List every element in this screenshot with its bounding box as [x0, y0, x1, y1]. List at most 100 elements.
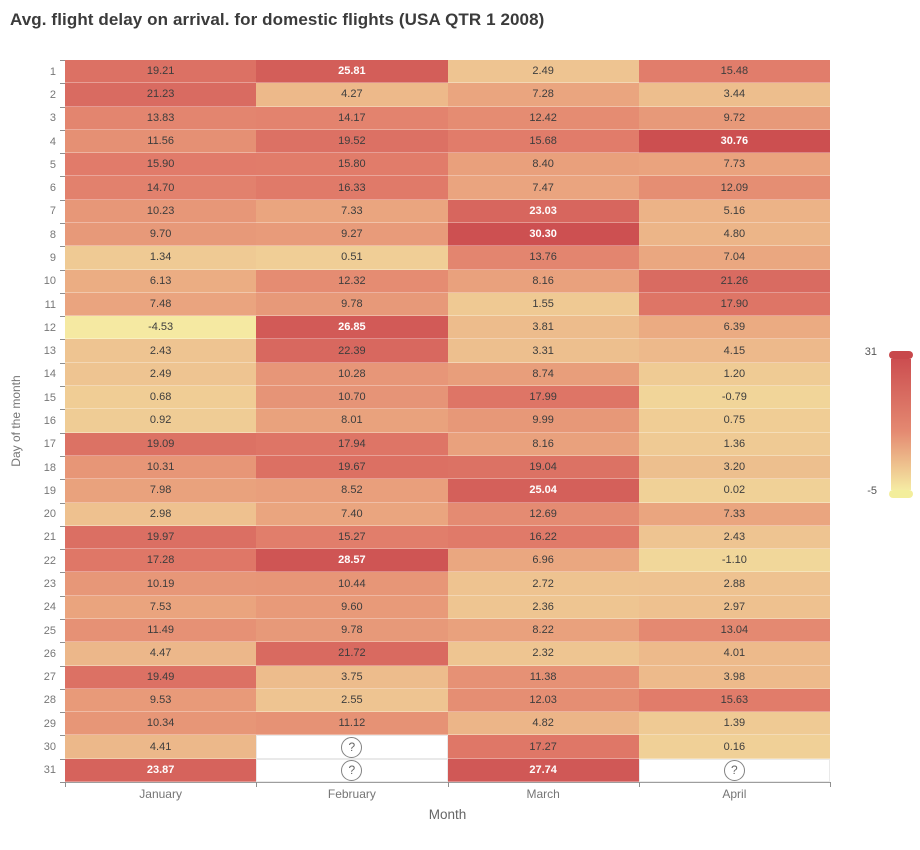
heatmap-cell-april-30[interactable]: 0.16 [638, 735, 830, 759]
heatmap-cell-january-15[interactable]: 0.68 [65, 386, 257, 410]
heatmap-cell-january-10[interactable]: 6.13 [65, 269, 257, 293]
heatmap-cell-april-14[interactable]: 1.20 [638, 362, 830, 387]
heatmap-cell-january-21[interactable]: 19.97 [65, 525, 257, 550]
heatmap-cell-february-9[interactable]: 0.51 [256, 246, 448, 270]
heatmap-cell-february-31[interactable]: ? [256, 758, 448, 782]
heatmap-cell-february-21[interactable]: 15.27 [256, 525, 448, 550]
heatmap-cell-february-12[interactable]: 26.85 [256, 316, 448, 340]
heatmap-cell-february-26[interactable]: 21.72 [256, 642, 448, 666]
heatmap-cell-april-31[interactable]: ? [638, 758, 830, 782]
heatmap-cell-april-23[interactable]: 2.88 [638, 572, 830, 596]
heatmap-cell-april-26[interactable]: 4.01 [638, 642, 830, 666]
heatmap-cell-january-11[interactable]: 7.48 [65, 292, 257, 317]
heatmap-cell-january-17[interactable]: 19.09 [65, 432, 257, 456]
heatmap-cell-march-15[interactable]: 17.99 [447, 386, 639, 410]
heatmap-cell-february-27[interactable]: 3.75 [256, 665, 448, 689]
heatmap-cell-february-3[interactable]: 14.17 [256, 106, 448, 130]
heatmap-cell-january-28[interactable]: 9.53 [65, 688, 257, 713]
heatmap-cell-february-18[interactable]: 19.67 [256, 455, 448, 480]
heatmap-cell-january-31[interactable]: 23.87 [65, 758, 257, 782]
heatmap-cell-april-2[interactable]: 3.44 [638, 83, 830, 107]
heatmap-cell-march-17[interactable]: 8.16 [447, 432, 639, 456]
heatmap-cell-march-2[interactable]: 7.28 [447, 83, 639, 107]
heatmap-cell-january-18[interactable]: 10.31 [65, 455, 257, 480]
heatmap-cell-march-18[interactable]: 19.04 [447, 455, 639, 480]
heatmap-cell-april-4[interactable]: 30.76 [638, 129, 830, 154]
heatmap-cell-march-28[interactable]: 12.03 [447, 688, 639, 713]
heatmap-cell-march-14[interactable]: 8.74 [447, 362, 639, 387]
heatmap-cell-january-16[interactable]: 0.92 [65, 409, 257, 433]
heatmap-cell-march-21[interactable]: 16.22 [447, 525, 639, 550]
heatmap-cell-february-24[interactable]: 9.60 [256, 595, 448, 619]
heatmap-cell-april-7[interactable]: 5.16 [638, 199, 830, 224]
heatmap-cell-january-14[interactable]: 2.49 [65, 362, 257, 387]
heatmap-cell-march-11[interactable]: 1.55 [447, 292, 639, 317]
heatmap-cell-march-5[interactable]: 8.40 [447, 153, 639, 177]
heatmap-cell-march-23[interactable]: 2.72 [447, 572, 639, 596]
heatmap-cell-march-30[interactable]: 17.27 [447, 735, 639, 759]
heatmap-cell-march-9[interactable]: 13.76 [447, 246, 639, 270]
heatmap-cell-april-24[interactable]: 2.97 [638, 595, 830, 619]
heatmap-cell-april-6[interactable]: 12.09 [638, 176, 830, 200]
heatmap-cell-march-10[interactable]: 8.16 [447, 269, 639, 293]
heatmap-cell-february-29[interactable]: 11.12 [256, 712, 448, 736]
heatmap-cell-february-14[interactable]: 10.28 [256, 362, 448, 387]
heatmap-cell-january-4[interactable]: 11.56 [65, 129, 257, 154]
heatmap-cell-march-27[interactable]: 11.38 [447, 665, 639, 689]
heatmap-cell-april-12[interactable]: 6.39 [638, 316, 830, 340]
heatmap-cell-april-10[interactable]: 21.26 [638, 269, 830, 293]
heatmap-cell-april-28[interactable]: 15.63 [638, 688, 830, 713]
heatmap-cell-january-8[interactable]: 9.70 [65, 223, 257, 247]
heatmap-cell-march-16[interactable]: 9.99 [447, 409, 639, 433]
heatmap-cell-january-20[interactable]: 2.98 [65, 502, 257, 526]
heatmap-cell-january-5[interactable]: 15.90 [65, 153, 257, 177]
heatmap-cell-january-12[interactable]: -4.53 [65, 316, 257, 340]
heatmap-cell-march-26[interactable]: 2.32 [447, 642, 639, 666]
heatmap-cell-march-25[interactable]: 8.22 [447, 618, 639, 643]
heatmap-cell-april-5[interactable]: 7.73 [638, 153, 830, 177]
heatmap-cell-march-20[interactable]: 12.69 [447, 502, 639, 526]
heatmap-cell-march-19[interactable]: 25.04 [447, 479, 639, 503]
heatmap-cell-april-16[interactable]: 0.75 [638, 409, 830, 433]
heatmap-cell-january-23[interactable]: 10.19 [65, 572, 257, 596]
heatmap-cell-february-5[interactable]: 15.80 [256, 153, 448, 177]
heatmap-cell-january-6[interactable]: 14.70 [65, 176, 257, 200]
heatmap-cell-january-27[interactable]: 19.49 [65, 665, 257, 689]
heatmap-cell-march-6[interactable]: 7.47 [447, 176, 639, 200]
heatmap-cell-march-31[interactable]: 27.74 [447, 758, 639, 782]
heatmap-cell-march-1[interactable]: 2.49 [447, 60, 639, 84]
heatmap-cell-april-1[interactable]: 15.48 [638, 60, 830, 84]
heatmap-cell-february-1[interactable]: 25.81 [256, 60, 448, 84]
heatmap-cell-february-17[interactable]: 17.94 [256, 432, 448, 456]
heatmap-cell-march-3[interactable]: 12.42 [447, 106, 639, 130]
heatmap-cell-april-22[interactable]: -1.10 [638, 549, 830, 573]
heatmap-cell-january-1[interactable]: 19.21 [65, 60, 257, 84]
heatmap-cell-february-7[interactable]: 7.33 [256, 199, 448, 224]
heatmap-cell-april-3[interactable]: 9.72 [638, 106, 830, 130]
heatmap-cell-april-27[interactable]: 3.98 [638, 665, 830, 689]
heatmap-cell-april-9[interactable]: 7.04 [638, 246, 830, 270]
heatmap-cell-january-19[interactable]: 7.98 [65, 479, 257, 503]
heatmap-cell-april-18[interactable]: 3.20 [638, 455, 830, 480]
heatmap-cell-february-25[interactable]: 9.78 [256, 618, 448, 643]
heatmap-cell-february-28[interactable]: 2.55 [256, 688, 448, 713]
heatmap-cell-february-23[interactable]: 10.44 [256, 572, 448, 596]
heatmap-cell-march-12[interactable]: 3.81 [447, 316, 639, 340]
heatmap-cell-april-17[interactable]: 1.36 [638, 432, 830, 456]
heatmap-cell-february-10[interactable]: 12.32 [256, 269, 448, 293]
heatmap-cell-january-24[interactable]: 7.53 [65, 595, 257, 619]
heatmap-cell-january-25[interactable]: 11.49 [65, 618, 257, 643]
heatmap-cell-february-19[interactable]: 8.52 [256, 479, 448, 503]
heatmap-cell-february-8[interactable]: 9.27 [256, 223, 448, 247]
heatmap-cell-march-8[interactable]: 30.30 [447, 223, 639, 247]
heatmap-cell-february-13[interactable]: 22.39 [256, 339, 448, 363]
heatmap-cell-april-19[interactable]: 0.02 [638, 479, 830, 503]
heatmap-cell-january-30[interactable]: 4.41 [65, 735, 257, 759]
heatmap-cell-february-16[interactable]: 8.01 [256, 409, 448, 433]
heatmap-cell-january-2[interactable]: 21.23 [65, 83, 257, 107]
heatmap-cell-january-3[interactable]: 13.83 [65, 106, 257, 130]
heatmap-cell-january-22[interactable]: 17.28 [65, 549, 257, 573]
heatmap-cell-march-22[interactable]: 6.96 [447, 549, 639, 573]
heatmap-cell-january-13[interactable]: 2.43 [65, 339, 257, 363]
heatmap-cell-march-29[interactable]: 4.82 [447, 712, 639, 736]
